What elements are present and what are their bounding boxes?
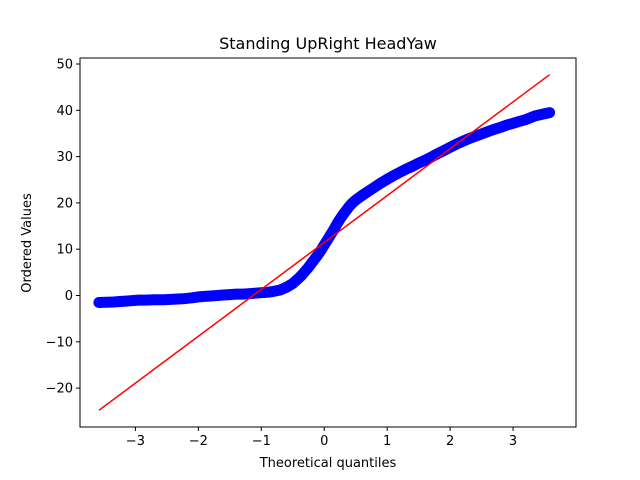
y-tick-label: 40 xyxy=(56,104,73,119)
data-point xyxy=(177,293,188,304)
fit-line xyxy=(98,74,551,411)
x-tick-label: −3 xyxy=(126,434,145,449)
x-axis-label: Theoretical quantiles xyxy=(259,456,397,471)
y-axis-ticks: −20 −10 0 10 20 30 40 50 xyxy=(46,58,80,397)
y-tick-label: 20 xyxy=(56,196,73,211)
data-point xyxy=(530,111,540,121)
y-tick-label: 50 xyxy=(56,58,73,73)
y-tick-label: −10 xyxy=(46,335,73,350)
data-point xyxy=(149,294,160,305)
data-point xyxy=(158,294,169,305)
y-tick-label: 0 xyxy=(65,289,73,304)
y-axis-label: Ordered Values xyxy=(20,193,35,293)
x-tick-label: 1 xyxy=(383,434,391,449)
y-tick-label: 30 xyxy=(56,150,73,165)
data-point xyxy=(94,297,104,308)
x-tick-label: 0 xyxy=(320,434,328,449)
x-tick-label: 2 xyxy=(446,434,454,449)
plot-marks xyxy=(93,74,556,411)
y-tick-label: −20 xyxy=(46,382,73,397)
x-axis-ticks: −3 −2 −1 0 1 2 3 xyxy=(126,427,517,449)
data-point xyxy=(520,114,531,125)
x-tick-label: 3 xyxy=(509,434,517,449)
axes-frame xyxy=(79,57,577,428)
data-point xyxy=(544,107,555,118)
y-tick-label: 10 xyxy=(56,243,73,258)
x-tick-label: −2 xyxy=(189,434,208,449)
data-point xyxy=(168,294,178,305)
chart-title: Standing UpRight HeadYaw xyxy=(219,34,437,53)
x-tick-label: −1 xyxy=(252,434,271,449)
data-point xyxy=(140,295,150,305)
